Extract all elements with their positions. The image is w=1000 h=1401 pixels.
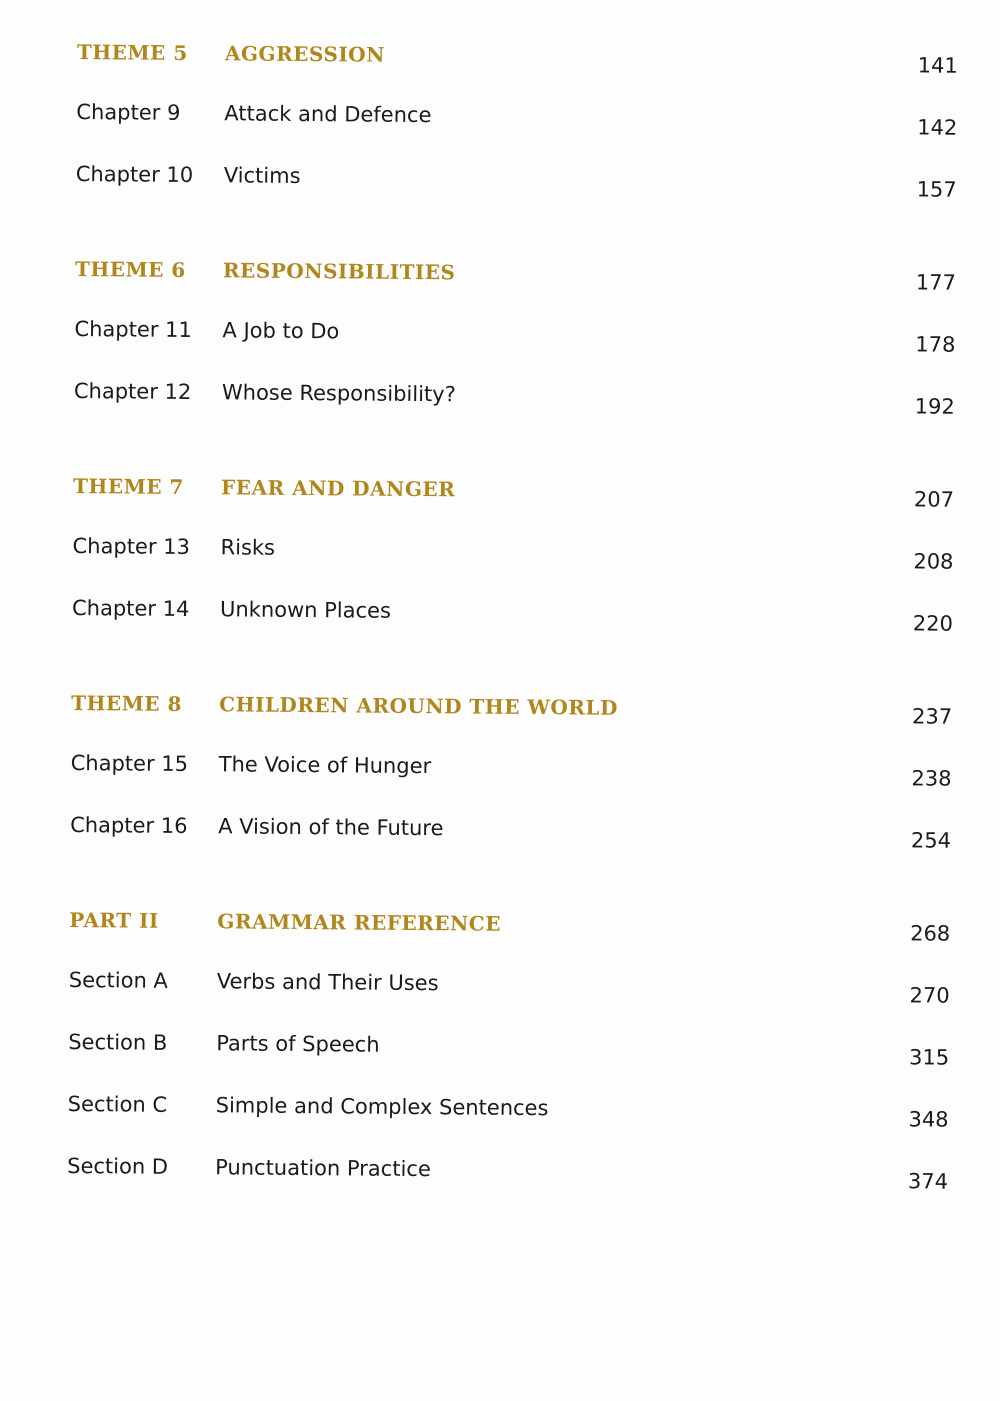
page-number: 157 (916, 177, 957, 202)
heading-label: THEME 5 (76, 40, 188, 65)
entry-label: Chapter 9 (76, 100, 181, 125)
page-number: 220 (912, 611, 954, 636)
toc-entry[interactable]: Section A Verbs and Their Uses 270 (0, 967, 992, 1016)
toc-entry[interactable]: Chapter 9 Attack and Defence 142 (0, 99, 999, 148)
page-number: 192 (914, 394, 955, 419)
page-number: 268 (910, 921, 951, 946)
heading-title: AGGRESSION (224, 41, 386, 67)
page-number: 142 (917, 115, 958, 140)
entry-title: Risks (220, 535, 276, 560)
toc-entry[interactable]: Section C Simple and Complex Sentences 348 (0, 1091, 991, 1140)
heading-title: FEAR AND DANGER (220, 475, 456, 502)
entry-title: Whose Responsibility? (221, 380, 456, 407)
entry-label: Chapter 14 (71, 595, 190, 622)
toc-section-heading[interactable]: THEME 5 AGGRESSION 141 (0, 37, 1000, 86)
page-number: 208 (913, 549, 954, 574)
entry-label: Section C (67, 1091, 168, 1117)
toc-entry[interactable]: Chapter 12 Whose Responsibility? 192 (0, 378, 997, 427)
heading-label: THEME 8 (71, 690, 183, 716)
toc-entry[interactable]: Chapter 11 A Job to Do 178 (0, 316, 998, 365)
entry-title: Unknown Places (219, 597, 392, 623)
entry-title: Parts of Speech (216, 1031, 380, 1057)
entry-label: Chapter 13 (72, 533, 191, 560)
entry-title: Punctuation Practice (215, 1155, 431, 1182)
entry-title: A Vision of the Future (218, 814, 444, 841)
entry-label: Section A (68, 967, 168, 993)
page-number: 237 (911, 704, 953, 729)
entry-label: Chapter 12 (73, 379, 192, 405)
entry-title: Victims (223, 163, 301, 188)
heading-label: THEME 7 (73, 474, 185, 499)
toc-entry[interactable]: Chapter 13 Risks 208 (0, 533, 996, 582)
toc-entry[interactable]: Chapter 10 Victims 157 (0, 161, 999, 210)
heading-title: GRAMMAR REFERENCE (217, 909, 502, 936)
entry-label: Section D (67, 1153, 169, 1179)
entry-title: Simple and Complex Sentences (215, 1093, 549, 1121)
page-number: 374 (907, 1169, 949, 1194)
toc-section-heading[interactable]: PART II GRAMMAR REFERENCE 268 (0, 905, 992, 954)
heading-label: THEME 6 (74, 257, 186, 282)
page-number: 348 (908, 1107, 949, 1132)
toc-entry[interactable]: Section B Parts of Speech 315 (0, 1029, 991, 1078)
page-number: 178 (915, 332, 956, 357)
heading-title: RESPONSIBILITIES (222, 258, 456, 285)
page-number: 315 (908, 1045, 950, 1070)
entry-label: Section B (68, 1029, 168, 1055)
page-number: 141 (917, 53, 958, 78)
toc-entry[interactable]: Chapter 16 A Vision of the Future 254 (0, 812, 993, 861)
entry-title: Verbs and Their Uses (216, 969, 439, 996)
entry-label: Chapter 11 (74, 317, 192, 343)
page-number: 177 (915, 270, 957, 295)
entry-label: Chapter 16 (70, 812, 188, 839)
toc-section-heading[interactable]: THEME 7 FEAR AND DANGER 207 (0, 471, 996, 520)
entry-label: Chapter 10 (75, 162, 194, 188)
entry-title: A Job to Do (222, 318, 340, 344)
entry-title: The Voice of Hunger (218, 752, 432, 779)
page-number: 254 (910, 828, 952, 853)
heading-label: PART II (69, 907, 159, 933)
heading-title: CHILDREN AROUND THE WORLD (219, 692, 618, 720)
entry-label: Chapter 15 (70, 750, 189, 777)
page-number: 270 (909, 983, 950, 1008)
toc-entry[interactable]: Section D Punctuation Practice 374 (0, 1153, 990, 1202)
toc-section-heading[interactable]: THEME 8 CHILDREN AROUND THE WORLD 237 (0, 688, 994, 737)
entry-title: Attack and Defence (224, 101, 432, 128)
toc-entry[interactable]: Chapter 15 The Voice of Hunger 238 (0, 750, 994, 799)
toc-entry[interactable]: Chapter 14 Unknown Places 220 (0, 595, 995, 644)
page-number: 238 (911, 766, 952, 791)
page-number: 207 (913, 487, 955, 512)
toc-section-heading[interactable]: THEME 6 RESPONSIBILITIES 177 (0, 254, 998, 303)
